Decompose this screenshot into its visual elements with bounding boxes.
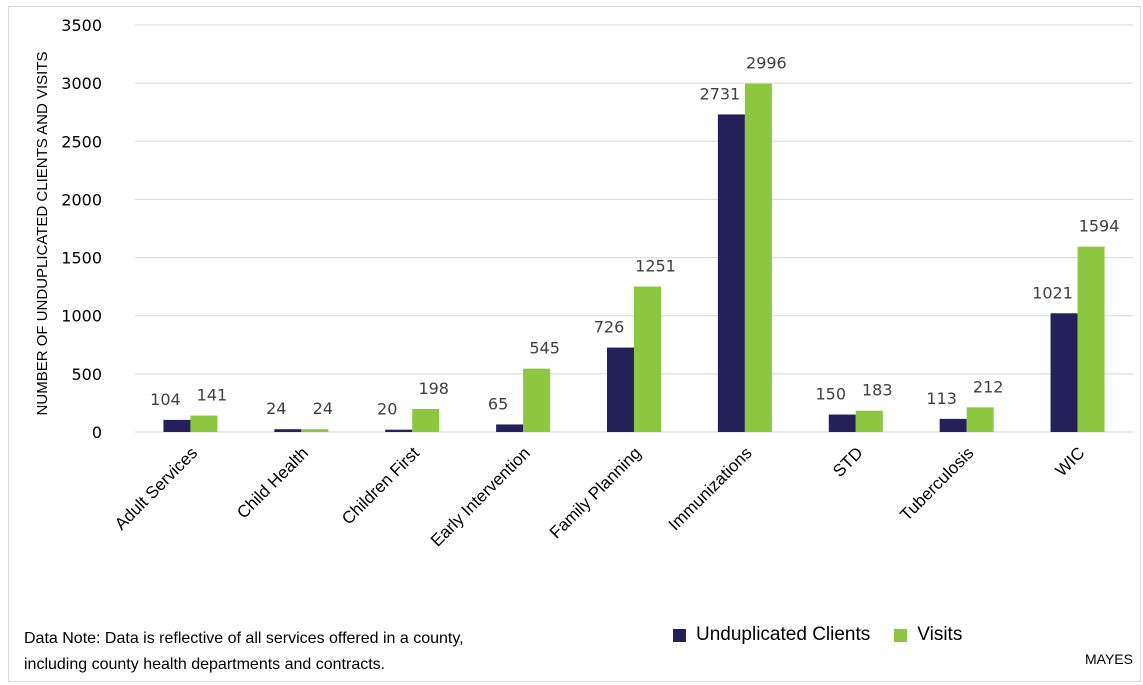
- legend-item-clients: Unduplicated Clients: [673, 624, 870, 646]
- legend-label-clients: Unduplicated Clients: [696, 624, 871, 645]
- bar-unduplicated-clients-immunizations: [717, 114, 745, 433]
- data-label-unduplicated-clients-wic: 1021: [1032, 283, 1073, 302]
- data-label-unduplicated-clients-tuberculosis: 113: [926, 389, 957, 408]
- x-tick-label-early-intervention: Early Intervention: [427, 443, 534, 550]
- bar-unduplicated-clients-child-health: [274, 429, 302, 432]
- x-tick-label-child-health: Child Health: [233, 443, 312, 522]
- bar-visits-early-intervention: [523, 368, 551, 432]
- bar-visits-children-first: [412, 408, 440, 432]
- data-note: Data Note: Data is reflective of all ser…: [24, 626, 464, 678]
- legend-swatch-clients: [673, 628, 686, 642]
- data-label-visits-wic: 1594: [1079, 217, 1120, 236]
- x-tick-label-adult-services: Adult Services: [111, 443, 201, 533]
- x-tick-label-family-planning: Family Planning: [546, 443, 645, 542]
- legend-item-visits: Visits: [894, 624, 962, 646]
- bar-unduplicated-clients-adult-services: [163, 419, 191, 432]
- bar-visits-child-health: [301, 429, 329, 432]
- data-label-unduplicated-clients-early-intervention: 65: [488, 394, 508, 413]
- data-label-visits-family-planning: 1251: [635, 257, 676, 276]
- data-label-visits-immunizations: 2996: [746, 54, 787, 73]
- bar-visits-family-planning: [634, 286, 661, 432]
- bar-unduplicated-clients-children-first: [385, 429, 413, 432]
- legend-swatch-visits: [894, 628, 908, 642]
- county-label: MAYES: [1085, 651, 1133, 667]
- y-tick-label-500: 500: [71, 365, 102, 384]
- data-label-visits-tuberculosis: 212: [973, 377, 1004, 396]
- y-tick-label-2500: 2500: [61, 132, 102, 151]
- data-label-unduplicated-clients-immunizations: 2731: [700, 84, 741, 103]
- y-tick-label-1500: 1500: [61, 249, 102, 268]
- y-tick-label-0: 0: [92, 423, 102, 442]
- data-label-unduplicated-clients-adult-services: 104: [150, 390, 181, 409]
- legend: Unduplicated Clients Visits: [673, 624, 986, 646]
- legend-label-visits: Visits: [917, 624, 963, 645]
- bar-visits-std: [855, 410, 883, 432]
- chart: 0 500 1000 1500 2000 2500 3000 3500 NUMBER OF UN…: [34, 16, 1133, 550]
- data-label-visits-children-first: 198: [418, 379, 449, 398]
- x-tick-label-std: STD: [829, 443, 866, 480]
- data-label-visits-early-intervention: 545: [529, 339, 560, 358]
- bar-visits-adult-services: [190, 415, 218, 432]
- chart-frame: [8, 6, 1141, 682]
- x-tick-label-tuberculosis: Tuberculosis: [896, 443, 977, 524]
- bar-visits-wic: [1077, 246, 1105, 432]
- bar-visits-tuberculosis: [966, 407, 994, 432]
- bar-unduplicated-clients-tuberculosis: [939, 418, 967, 432]
- x-tick-label-wic: WIC: [1052, 443, 1089, 480]
- data-label-visits-adult-services: 141: [197, 386, 228, 405]
- data-label-unduplicated-clients-std: 150: [816, 385, 847, 404]
- bar-unduplicated-clients-std: [828, 414, 856, 432]
- data-label-visits-child-health: 24: [313, 399, 333, 418]
- y-tick-label-3500: 3500: [61, 16, 102, 35]
- x-tick-label-immunizations: Immunizations: [665, 443, 756, 534]
- y-tick-label-3000: 3000: [61, 74, 102, 93]
- bar-visits-immunizations: [744, 83, 772, 432]
- data-note-line-2: including county health departments and …: [24, 656, 386, 673]
- data-label-unduplicated-clients-children-first: 20: [377, 400, 397, 419]
- x-tick-label-children-first: Children First: [338, 443, 423, 528]
- data-note-line-1: Data Note: Data is reflective of all ser…: [24, 630, 464, 647]
- y-tick-label-1000: 1000: [61, 307, 102, 326]
- data-label-unduplicated-clients-child-health: 24: [266, 399, 286, 418]
- y-axis-title: NUMBER OF UNDUPLICATED CLIENTS AND VISIT…: [34, 52, 51, 416]
- y-tick-label-2000: 2000: [61, 190, 102, 209]
- bar-unduplicated-clients-wic: [1050, 313, 1078, 432]
- data-label-visits-std: 183: [862, 381, 893, 400]
- bar-unduplicated-clients-family-planning: [607, 347, 634, 432]
- data-label-unduplicated-clients-family-planning: 726: [594, 318, 625, 337]
- bar-unduplicated-clients-early-intervention: [496, 424, 524, 432]
